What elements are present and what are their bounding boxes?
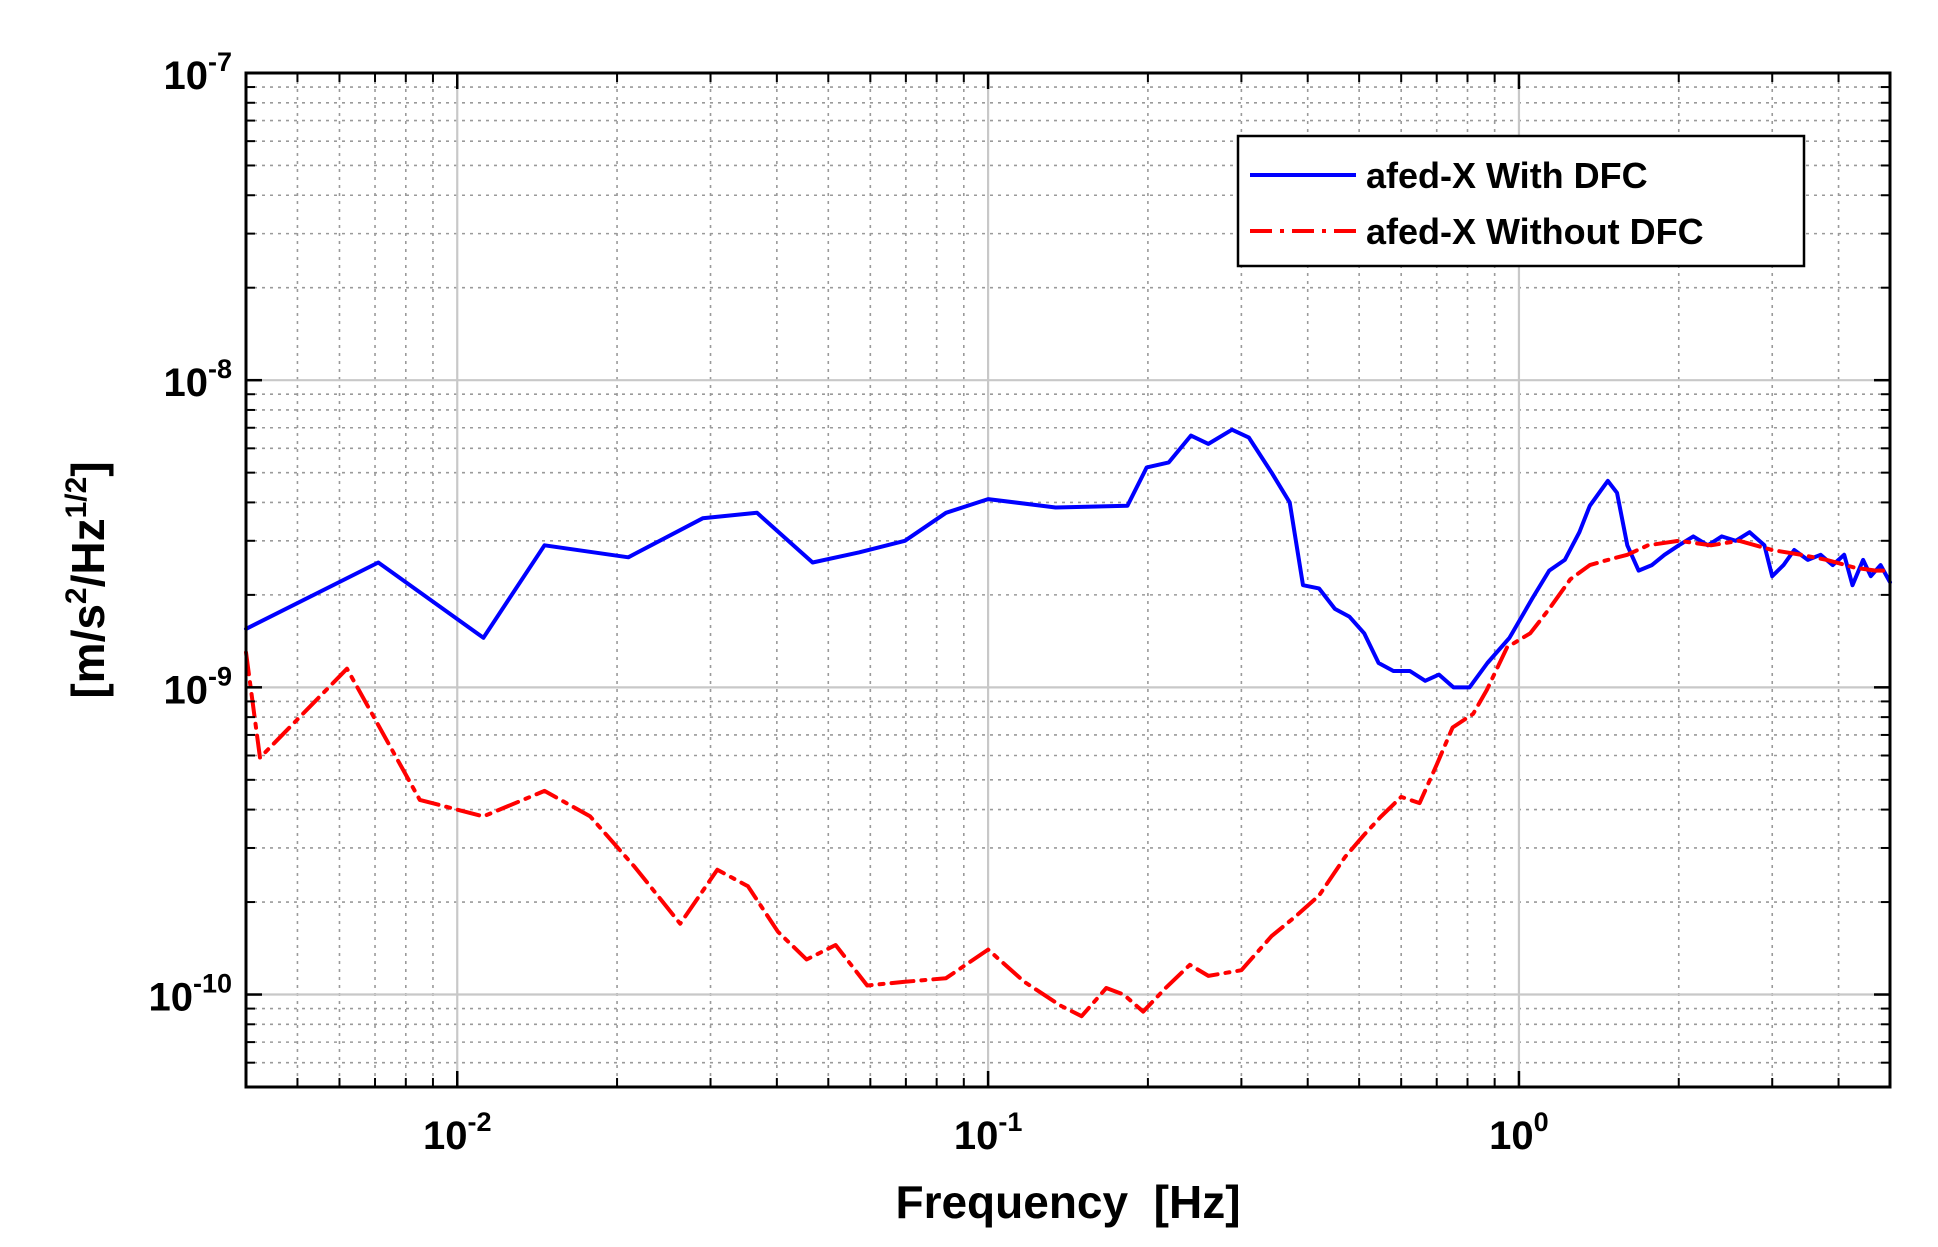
x-tick-label: 10-2 <box>423 1107 492 1158</box>
legend-label-without-dfc: afed-X Without DFC <box>1366 211 1704 252</box>
y-axis-title-post: ] <box>62 461 114 476</box>
y-tick-label: 10-8 <box>163 354 232 405</box>
y-tick-label: 10-7 <box>163 47 232 98</box>
tick-marks <box>245 71 1891 1088</box>
legend-label-with-dfc: afed-X With DFC <box>1366 155 1648 196</box>
y-axis-title-mid: /Hz <box>62 518 114 587</box>
plot-area-frame <box>244 71 1892 1089</box>
series-layer <box>244 427 1892 1019</box>
y-tick-label: 10-10 <box>148 969 232 1020</box>
x-tick-label: 10-1 <box>954 1107 1023 1158</box>
y-tick-label: 10-9 <box>163 661 232 712</box>
legend: afed-X With DFC afed-X Without DFC <box>1236 134 1806 268</box>
x-axis-title: Frequency [Hz] <box>895 1176 1240 1228</box>
y-axis-title-exp2: 1/2 <box>60 477 93 519</box>
series-line-1 <box>244 538 1892 1019</box>
y-axis-title-exp1: 2 <box>60 587 93 604</box>
y-tick-labels: 10-10 10-9 10-8 10-7 <box>148 47 232 1020</box>
x-tick-label: 100 <box>1489 1107 1549 1158</box>
y-axis-title: [m/s2/Hz1/2] <box>60 461 114 698</box>
series-line-0 <box>244 427 1892 690</box>
y-axis-title-pre: [m/s <box>62 604 114 699</box>
legend-box <box>1236 134 1806 268</box>
x-tick-labels: 10-2 10-1 100 <box>423 1107 1549 1158</box>
